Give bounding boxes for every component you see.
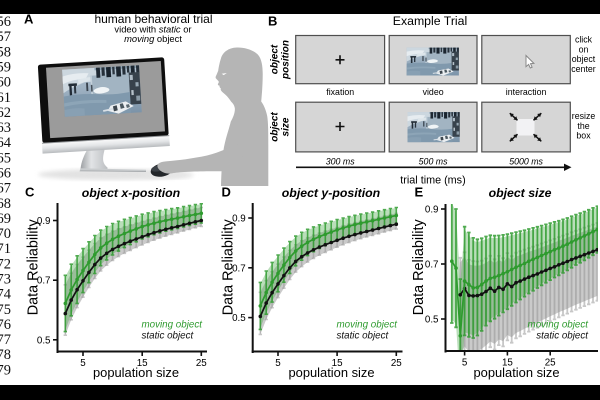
svg-text:15: 15	[332, 358, 343, 369]
svg-text:center: center	[571, 64, 596, 74]
svg-text:0.9: 0.9	[37, 216, 51, 227]
svg-text:video: video	[423, 87, 444, 97]
svg-text:human behavioral trial: human behavioral trial	[94, 12, 212, 26]
svg-text:59: 59	[0, 60, 11, 76]
svg-text:5: 5	[462, 358, 468, 369]
svg-text:Data Reliability: Data Reliability	[221, 219, 237, 316]
svg-text:object: object	[270, 44, 281, 74]
svg-text:resize: resize	[572, 111, 596, 121]
svg-text:56: 56	[0, 14, 11, 30]
svg-text:0.5: 0.5	[37, 335, 51, 346]
svg-text:75: 75	[0, 302, 11, 318]
svg-text:population size: population size	[93, 365, 179, 380]
svg-text:15: 15	[137, 358, 148, 369]
svg-text:78: 78	[0, 347, 11, 363]
svg-text:57: 57	[0, 29, 11, 45]
svg-text:box: box	[576, 131, 591, 141]
svg-text:Data Reliability: Data Reliability	[26, 219, 42, 316]
svg-text:500 ms: 500 ms	[419, 157, 448, 167]
svg-text:moving object: moving object	[337, 320, 399, 331]
svg-text:60: 60	[0, 75, 11, 91]
svg-text:moving object: moving object	[124, 33, 182, 44]
svg-text:static object: static object	[142, 331, 195, 342]
svg-text:67: 67	[0, 181, 11, 197]
svg-text:25: 25	[196, 358, 207, 369]
svg-text:76: 76	[0, 317, 11, 333]
svg-text:64: 64	[0, 135, 12, 151]
svg-text:25: 25	[545, 358, 556, 369]
svg-text:25: 25	[391, 358, 402, 369]
svg-text:static object: static object	[536, 331, 589, 342]
svg-text:object x-position: object x-position	[82, 186, 180, 200]
svg-text:population size: population size	[289, 365, 375, 380]
svg-text:A: A	[24, 12, 34, 27]
svg-text:15: 15	[502, 358, 513, 369]
svg-text:79: 79	[0, 362, 11, 378]
svg-text:0.7: 0.7	[232, 263, 246, 274]
svg-text:58: 58	[0, 44, 11, 60]
svg-text:moving object: moving object	[142, 320, 204, 331]
svg-text:static object: static object	[337, 331, 390, 342]
svg-text:0.7: 0.7	[425, 260, 439, 271]
svg-text:Data Reliability: Data Reliability	[411, 219, 427, 316]
svg-text:object size: object size	[489, 186, 552, 200]
svg-text:62: 62	[0, 105, 11, 121]
svg-text:0.9: 0.9	[425, 205, 439, 216]
svg-text:D: D	[222, 185, 231, 200]
svg-text:66: 66	[0, 166, 11, 182]
svg-text:object: object	[270, 112, 281, 142]
svg-text:63: 63	[0, 120, 11, 136]
svg-text:70: 70	[0, 226, 11, 242]
svg-text:click: click	[575, 35, 593, 45]
svg-text:5: 5	[275, 358, 281, 369]
svg-text:video with static or: video with static or	[114, 24, 191, 35]
svg-text:the: the	[577, 121, 589, 131]
svg-text:0.9: 0.9	[232, 214, 246, 225]
svg-text:population size: population size	[474, 365, 560, 380]
svg-text:5: 5	[80, 358, 86, 369]
svg-text:300 ms: 300 ms	[326, 157, 355, 167]
svg-text:5000 ms: 5000 ms	[509, 157, 543, 167]
svg-text:position: position	[281, 40, 292, 80]
svg-text:object: object	[572, 54, 596, 64]
svg-text:trial time (ms): trial time (ms)	[400, 175, 465, 187]
svg-text:68: 68	[0, 196, 11, 212]
svg-text:moving object: moving object	[528, 320, 590, 331]
svg-text:65: 65	[0, 150, 11, 166]
svg-text:0.5: 0.5	[425, 315, 439, 326]
svg-text:0.7: 0.7	[37, 276, 51, 287]
svg-text:on: on	[579, 44, 589, 54]
svg-text:73: 73	[0, 272, 11, 288]
svg-text:size: size	[281, 117, 292, 136]
svg-text:Example Trial: Example Trial	[393, 14, 468, 28]
svg-text:69: 69	[0, 211, 11, 227]
svg-text:fixation: fixation	[326, 87, 354, 97]
svg-text:77: 77	[0, 332, 11, 348]
svg-text:74: 74	[0, 287, 12, 303]
svg-text:B: B	[268, 14, 277, 29]
svg-text:C: C	[25, 185, 35, 200]
svg-text:72: 72	[0, 256, 11, 272]
svg-text:71: 71	[0, 241, 11, 257]
svg-text:interaction: interaction	[506, 87, 547, 97]
svg-text:61: 61	[0, 90, 11, 106]
svg-text:0.5: 0.5	[232, 313, 246, 324]
svg-text:object y-position: object y-position	[282, 186, 380, 200]
svg-text:E: E	[415, 185, 424, 200]
